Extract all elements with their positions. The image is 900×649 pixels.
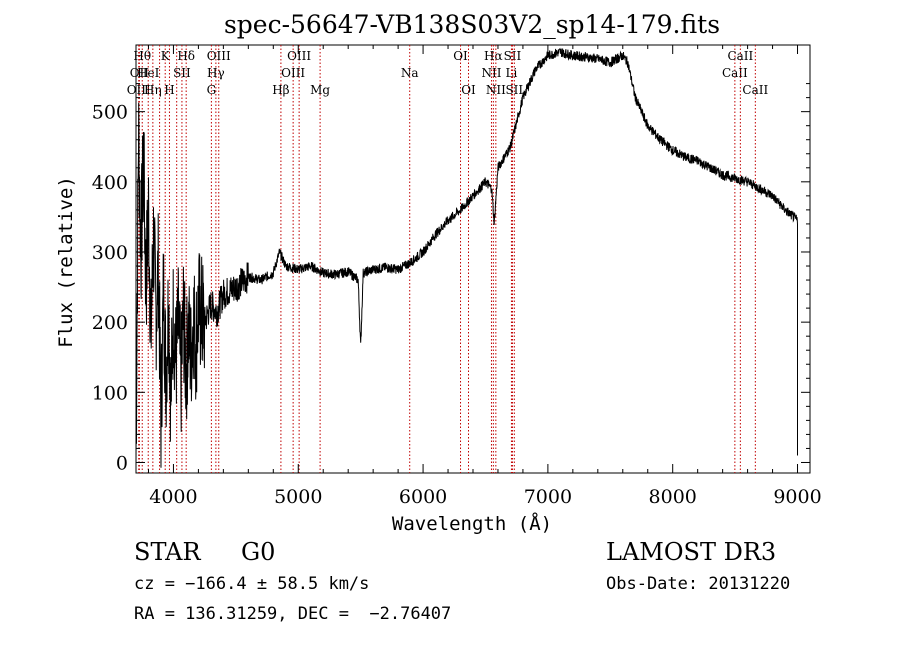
spectrum-line (135, 47, 798, 468)
line-label-15: OIII (281, 66, 305, 80)
line-label-22: Hα (484, 49, 503, 63)
line-label-26: SII (505, 83, 523, 97)
line-label-9: SII (173, 66, 191, 80)
line-label-1: OII (130, 66, 150, 80)
redshift-velocity: cz = −166.4 ± 58.5 km/s (134, 574, 370, 594)
x-tick-label-5: 9000 (773, 486, 821, 508)
ra-dec-coordinates: RA = 136.31259, DEC = −2.76407 (134, 604, 452, 624)
x-axis-label: Wavelength (Å) (392, 512, 552, 535)
line-label-13: OIII (207, 49, 231, 63)
x-tick-label-4: 8000 (649, 486, 697, 508)
observation-date: Obs-Date: 20131220 (606, 574, 791, 594)
y-tick-label-1: 100 (92, 382, 128, 404)
line-label-4: Hη (144, 83, 162, 97)
line-label-12: Hγ (207, 66, 225, 80)
line-label-6: K (161, 49, 171, 63)
line-label-20: OI (461, 83, 476, 97)
line-label-7: H (164, 83, 174, 97)
line-label-18: Na (401, 66, 419, 80)
line-label-14: Hβ (272, 83, 289, 97)
line-label-17: Mg (310, 83, 330, 97)
line-label-3: HeI (137, 66, 160, 80)
y-axis-label: Flux (relative) (55, 176, 77, 348)
x-tick-label-0: 4000 (149, 486, 197, 508)
x-tick-label-2: 6000 (399, 486, 447, 508)
y-tick-label-4: 400 (92, 172, 128, 194)
line-label-19: OI (453, 49, 468, 63)
plot-frame (135, 44, 811, 474)
line-label-21: NII (481, 66, 501, 80)
chart-title: spec-56647-VB138S03V2_sp14-179.fits (224, 10, 720, 39)
line-label-0: Hθ (133, 49, 151, 63)
line-label-23: NII (486, 83, 506, 97)
line-label-25: SII (504, 49, 522, 63)
survey-name: LAMOST DR3 (606, 538, 777, 566)
y-tick-label-3: 300 (92, 242, 128, 264)
line-label-29: CaII (742, 83, 768, 97)
y-tick-label-2: 200 (92, 312, 128, 334)
line-label-16: OIII (287, 49, 311, 63)
plot-area: Hθ OII OIII HeI Hη K H SII Hδ G Hγ OIII Hβ OIII OIII Mg… (92, 44, 822, 508)
line-label-28: CaII (727, 49, 753, 63)
object-subclass: G0 (241, 538, 276, 566)
line-label-10: Hδ (177, 49, 195, 63)
line-label-11: G (207, 83, 217, 97)
object-class: STAR (134, 538, 201, 566)
line-label-27: CaII (722, 66, 748, 80)
y-tick-label-0: 0 (116, 452, 128, 474)
x-tick-label-1: 5000 (274, 486, 322, 508)
line-label-24: Li (506, 66, 518, 80)
line-label-2: OIII (127, 83, 151, 97)
y-tick-label-5: 500 (92, 102, 128, 124)
x-tick-label-3: 7000 (524, 486, 572, 508)
